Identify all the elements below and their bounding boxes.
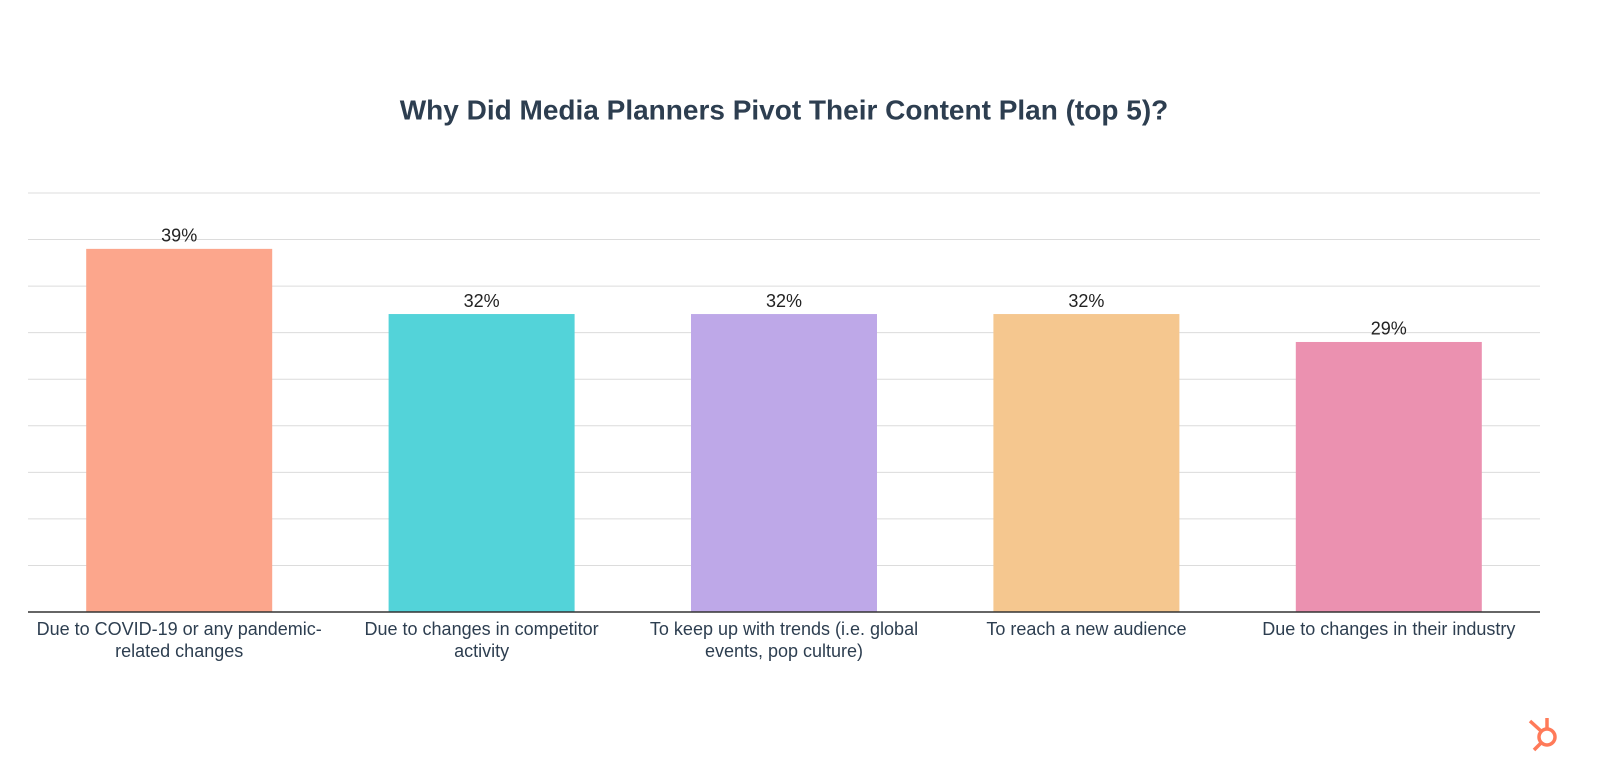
bar [691, 314, 877, 612]
bar [993, 314, 1180, 612]
x-tick-label: Due to changes in competitor activity [364, 619, 599, 661]
value-label: 39% [161, 226, 197, 246]
bar [388, 314, 575, 612]
chart-title: Why Did Media Planners Pivot Their Conte… [400, 94, 1169, 125]
bar [1295, 341, 1482, 612]
x-tick-label: To reach a new audience [986, 619, 1187, 639]
value-label: 32% [766, 291, 802, 311]
value-label: 32% [1068, 291, 1104, 311]
x-tick-label: To keep up with trends (i.e. global even… [649, 619, 919, 661]
value-label: 32% [464, 291, 500, 311]
bar [86, 248, 273, 612]
hubspot-logo [1528, 718, 1557, 752]
value-label: 29% [1371, 319, 1407, 339]
x-tick-label: Due to COVID-19 or any pandemic-related … [36, 619, 322, 661]
x-tick-label: Due to changes in their industry [1262, 619, 1516, 639]
